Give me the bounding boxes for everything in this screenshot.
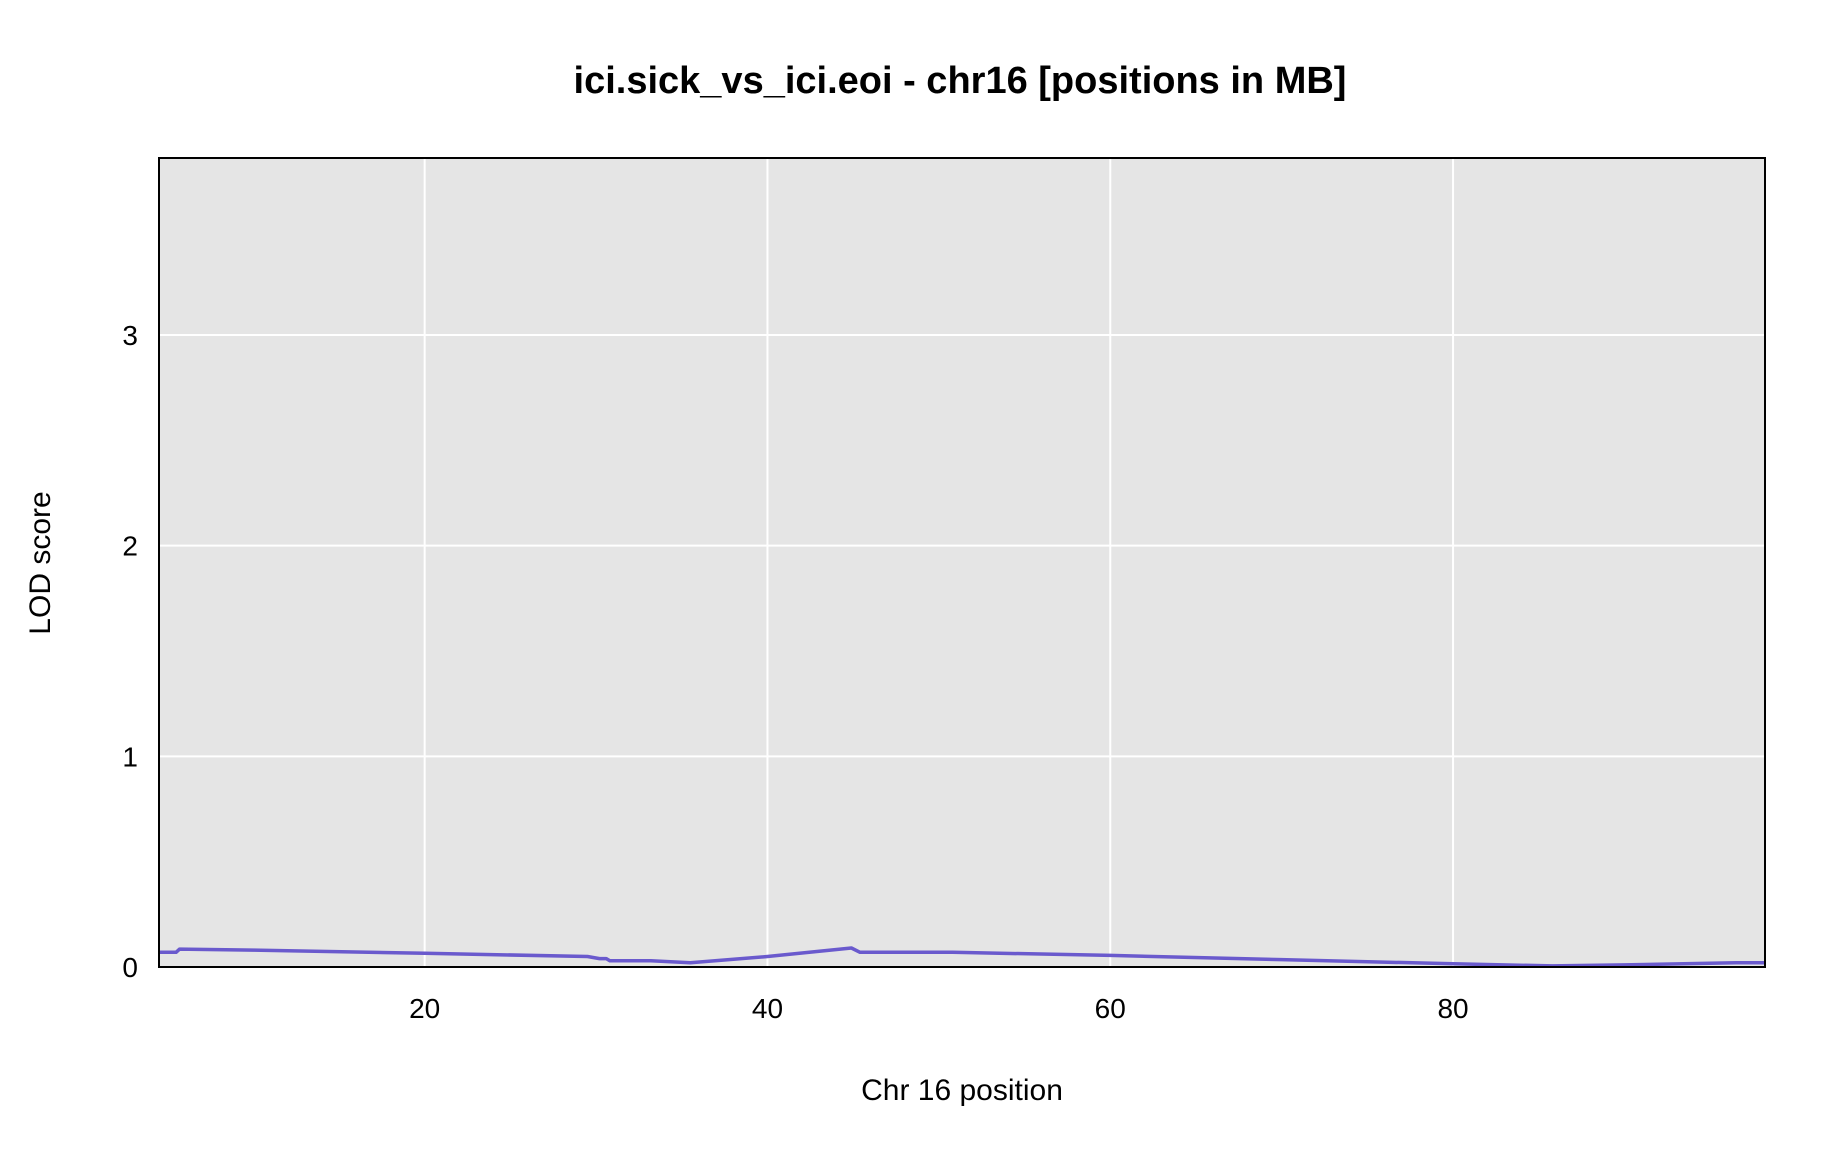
chart-title: ici.sick_vs_ici.eoi - chr16 [positions i… bbox=[574, 60, 1347, 102]
y-tick-label: 2 bbox=[122, 531, 138, 562]
y-axis-label: LOD score bbox=[24, 491, 57, 634]
plot-background bbox=[159, 158, 1765, 967]
y-tick-label: 3 bbox=[122, 320, 138, 351]
y-tick-label: 1 bbox=[122, 741, 138, 772]
y-gridlines bbox=[159, 333, 1765, 758]
x-tick-label: 20 bbox=[409, 993, 440, 1024]
x-tick-label: 40 bbox=[752, 993, 783, 1024]
x-tick-label: 80 bbox=[1437, 993, 1468, 1024]
y-tick-label: 0 bbox=[122, 952, 138, 983]
x-tick-labels: 20 40 60 80 bbox=[409, 993, 1469, 1024]
x-tick-label: 60 bbox=[1095, 993, 1126, 1024]
x-axis-label: Chr 16 position bbox=[861, 1074, 1063, 1107]
x-gridlines bbox=[423, 158, 1455, 967]
plot-border bbox=[158, 157, 1766, 968]
lod-score-line bbox=[159, 946, 1765, 968]
y-tick-labels: 0 1 2 3 bbox=[122, 320, 138, 983]
